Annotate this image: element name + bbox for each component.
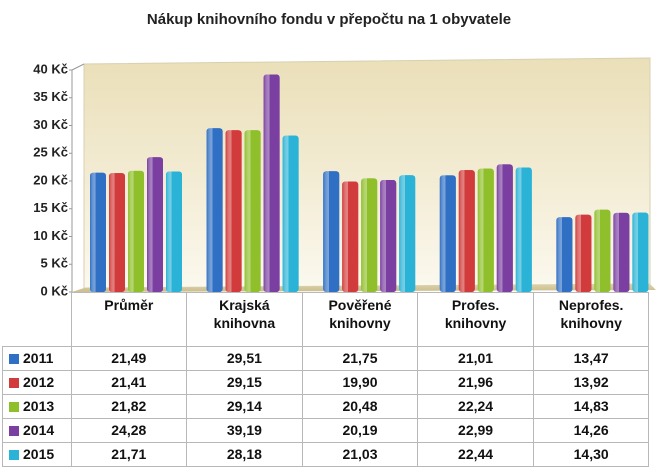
- value-label: 21,01: [417, 345, 534, 371]
- category-label: Průměr: [70, 292, 188, 347]
- category-label: Profes. knihovny: [417, 292, 534, 347]
- value-label: 13,47: [532, 345, 650, 371]
- legend-label: 2015: [23, 446, 55, 462]
- bar: [594, 209, 611, 292]
- value-label: 21,49: [70, 345, 188, 371]
- value-label: 21,41: [70, 369, 188, 395]
- value-label: 21,03: [301, 441, 419, 467]
- value-label: 29,14: [186, 393, 303, 419]
- bar: [263, 74, 280, 292]
- value-label: 13,92: [532, 369, 650, 395]
- legend-swatch: [9, 354, 19, 364]
- value-label: 24,28: [70, 417, 188, 443]
- bar: [399, 175, 416, 292]
- legend-swatch: [9, 450, 19, 460]
- bar: [147, 157, 163, 292]
- value-label: 21,96: [417, 369, 534, 395]
- bar: [632, 212, 649, 292]
- legend-label: 2014: [23, 422, 55, 438]
- category-label: Krajská knihovna: [186, 292, 303, 347]
- bar: [323, 171, 340, 292]
- axis-edge: [71, 63, 85, 71]
- legend-cell: 2015: [2, 441, 72, 467]
- table-row: 2014 24,28 39,19 20,19 22,99 14,26: [2, 417, 650, 443]
- bar: [380, 179, 397, 292]
- legend-cell: 2014: [2, 417, 72, 443]
- category-label: Pověřené knihovny: [301, 292, 419, 347]
- value-label: 14,83: [532, 393, 650, 419]
- bar: [109, 173, 125, 292]
- bar: [361, 178, 378, 292]
- value-label: 19,90: [301, 369, 419, 395]
- y-tick-label: 10 Kč: [33, 228, 68, 243]
- bar: [613, 212, 630, 292]
- value-label: 21,75: [301, 345, 419, 371]
- corner: [2, 292, 72, 347]
- legend-label: 2011: [23, 350, 54, 366]
- bar: [128, 170, 144, 292]
- bar: [282, 135, 299, 292]
- bar: [515, 167, 532, 292]
- value-label: 22,24: [417, 393, 534, 419]
- legend-label: 2013: [23, 398, 55, 414]
- legend-label: 2012: [23, 374, 55, 390]
- bar: [575, 214, 592, 292]
- bar: [90, 172, 106, 292]
- category-label: Neprofes. knihovny: [532, 292, 650, 347]
- legend-cell: 2011: [2, 345, 72, 371]
- bar: [458, 170, 475, 292]
- value-label: 14,26: [532, 417, 650, 443]
- value-label: 22,44: [417, 441, 534, 467]
- value-label: 20,19: [301, 417, 419, 443]
- value-label: 28,18: [186, 441, 303, 467]
- bar: [244, 130, 261, 292]
- bar: [556, 217, 573, 292]
- bar: [166, 171, 182, 292]
- y-tick-label: 25 Kč: [33, 145, 68, 160]
- data-table: Průměr Krajská knihovna Pověřené knihovny P…: [2, 292, 650, 467]
- bar: [342, 181, 359, 292]
- legend-cell: 2013: [2, 393, 72, 419]
- chart-title: Nákup knihovního fondu v přepočtu na 1 o…: [147, 11, 511, 28]
- value-label: 20,48: [301, 393, 419, 419]
- value-label: 22,99: [417, 417, 534, 443]
- table-row: 2013 21,82 29,14 20,48 22,24 14,83: [2, 393, 650, 419]
- y-tick-label: 15 Kč: [33, 200, 68, 215]
- y-tick-label: 30 Kč: [33, 117, 68, 132]
- legend-swatch: [9, 378, 19, 388]
- bar: [206, 128, 223, 292]
- bar: [439, 175, 456, 292]
- bar: [225, 130, 242, 292]
- table-row: 2012 21,41 29,15 19,90 21,96 13,92: [2, 369, 650, 395]
- value-label: 39,19: [186, 417, 303, 443]
- value-label: 14,30: [532, 441, 650, 467]
- bar: [496, 164, 513, 292]
- value-label: 29,51: [186, 345, 303, 371]
- y-tick-label: 35 Kč: [33, 89, 68, 104]
- table-row: 2015 21,71 28,18 21,03 22,44 14,30: [2, 441, 650, 467]
- y-tick-label: 20 Kč: [33, 172, 68, 187]
- bar: [477, 168, 494, 292]
- value-label: 21,71: [70, 441, 188, 467]
- y-tick-label: 5 Kč: [41, 256, 68, 271]
- legend-cell: 2012: [2, 369, 72, 395]
- table-row: 2011 21,49 29,51 21,75 21,01 13,47: [2, 345, 650, 371]
- legend-swatch: [9, 402, 19, 412]
- y-tick-label: 40 Kč: [33, 61, 68, 76]
- legend-swatch: [9, 426, 19, 436]
- value-label: 29,15: [186, 369, 303, 395]
- value-label: 21,82: [70, 393, 188, 419]
